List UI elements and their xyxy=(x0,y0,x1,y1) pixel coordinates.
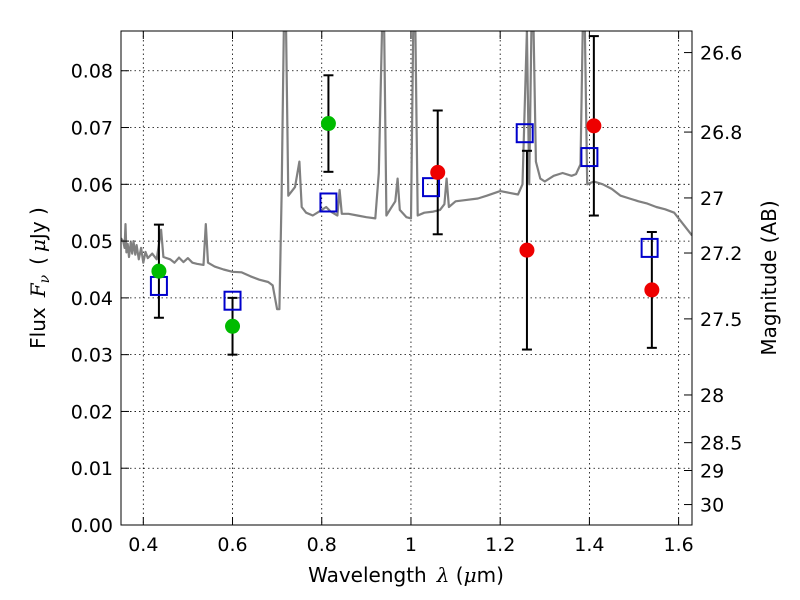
y-tick-label: 0.07 xyxy=(71,118,113,140)
plot-area xyxy=(121,31,692,356)
y-axis-right-title: Magnitude (AB) xyxy=(757,200,781,355)
x-tick-label: 0.4 xyxy=(128,534,158,556)
grid xyxy=(121,31,692,525)
right-tick-label: 27.5 xyxy=(700,309,742,331)
data-markers xyxy=(149,116,660,334)
y-tick-label: 0.02 xyxy=(71,401,113,423)
y-tick-label: 0.00 xyxy=(71,515,113,537)
y-tick-label: 0.08 xyxy=(71,61,113,83)
y-tick-label: 0.04 xyxy=(71,288,113,310)
y-axis-title: FluxFν(μJy ) xyxy=(26,207,53,349)
y-tick-label: 0.05 xyxy=(71,231,113,253)
x-tick-label: 1.6 xyxy=(664,534,694,556)
x-axis-title: Wavelength λ (μm) xyxy=(308,563,504,587)
model-photometry-point xyxy=(223,290,242,311)
right-tick-label: 28.5 xyxy=(700,433,742,455)
plot-frame xyxy=(120,30,693,526)
model-spectrum-line xyxy=(121,31,692,311)
right-tick-label: 26.6 xyxy=(700,43,742,65)
axis-ticks xyxy=(121,31,692,526)
observed-hst-point xyxy=(430,164,446,180)
observed-ground-point xyxy=(225,318,241,334)
model-photometry-point xyxy=(515,123,534,144)
observed-hst-point xyxy=(519,242,535,258)
model-photometry-point xyxy=(422,177,441,198)
right-tick-label: 27 xyxy=(700,188,724,210)
x-tick-label: 1.4 xyxy=(574,534,604,556)
x-tick-label: 1.2 xyxy=(485,534,515,556)
x-tick-label: 0.8 xyxy=(307,534,337,556)
y-tick-label: 0.01 xyxy=(71,458,113,480)
model-photometry-point xyxy=(640,237,659,258)
observed-ground-point xyxy=(151,263,167,279)
spectrum-series xyxy=(121,31,692,311)
model-photometry-point xyxy=(319,192,338,213)
observed-hst-point xyxy=(586,118,602,134)
model-photometry-point xyxy=(580,147,599,168)
tick-labels: 0.4 0.6 0.8 1 1.2 1.4 1.6 0.00 0.01 0.02 0.03 0.04 0… xyxy=(71,43,743,556)
observed-ground-point xyxy=(320,116,336,132)
right-tick-label: 27.2 xyxy=(700,243,742,265)
observed-hst-point xyxy=(644,282,660,298)
right-tick-label: 26.8 xyxy=(700,122,742,144)
right-tick-label: 28 xyxy=(700,385,724,407)
right-tick-label: 30 xyxy=(700,495,724,517)
right-tick-label: 29 xyxy=(700,460,724,482)
x-tick-label: 0.6 xyxy=(217,534,247,556)
y-tick-label: 0.06 xyxy=(71,174,113,196)
x-tick-label: 1 xyxy=(405,534,417,556)
y-tick-label: 0.03 xyxy=(71,345,113,367)
